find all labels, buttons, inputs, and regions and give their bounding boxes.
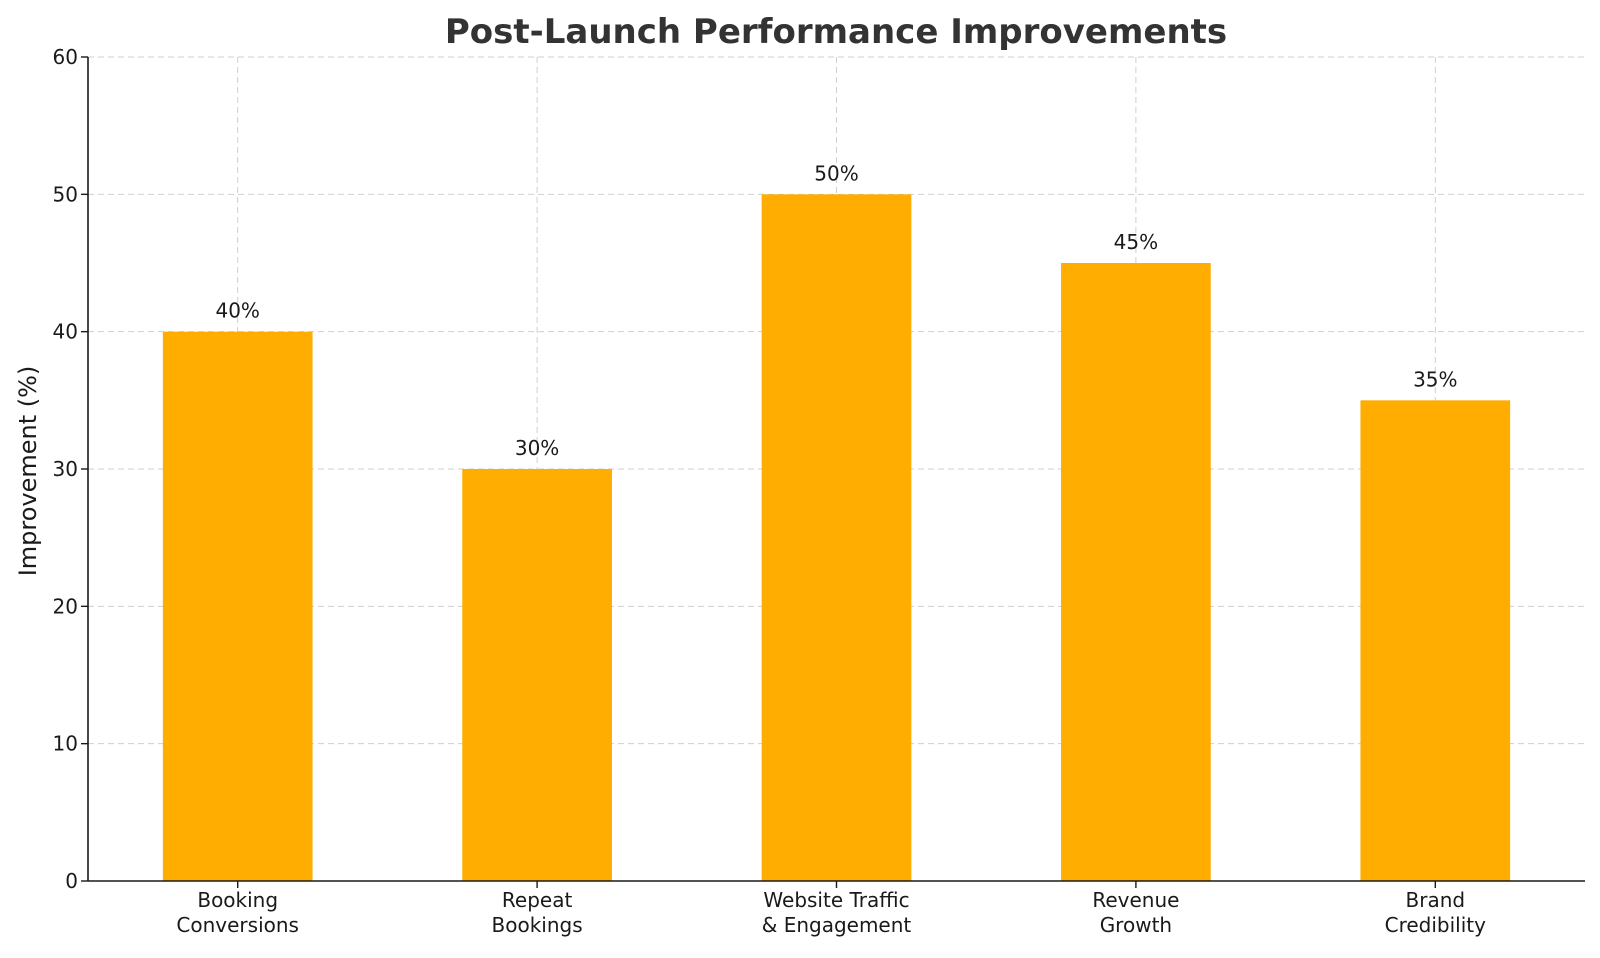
bar-value-label: 50%	[814, 161, 858, 185]
x-tick-label: & Engagement	[762, 913, 912, 937]
bar-value-label: 35%	[1413, 367, 1457, 391]
bar	[761, 194, 912, 882]
x-tick-label: Bookings	[492, 913, 583, 937]
y-tick-label: 30	[53, 457, 78, 481]
y-tick-label: 40	[53, 320, 78, 344]
y-tick-label: 20	[53, 594, 78, 618]
x-tick-label: Growth	[1100, 913, 1172, 937]
bar-value-label: 40%	[215, 299, 259, 323]
bar-value-label: 30%	[515, 436, 559, 460]
y-axis-label: Improvement (%)	[14, 366, 42, 577]
x-tick-label: Brand	[1406, 888, 1466, 912]
bar	[1061, 263, 1211, 881]
x-tick-label: Revenue	[1092, 888, 1179, 912]
bar	[1360, 400, 1511, 881]
y-tick-label: 60	[53, 45, 78, 69]
axes	[81, 56, 1585, 888]
x-tick-label: Conversions	[176, 913, 299, 937]
y-tick-label: 0	[65, 869, 78, 893]
chart-title: Post-Launch Performance Improvements	[445, 12, 1227, 52]
bars	[162, 194, 1511, 882]
x-tick-label: Website Traffic	[763, 888, 909, 912]
bar-value-label: 45%	[1114, 230, 1158, 254]
y-tick-label: 10	[53, 732, 78, 756]
x-tick-label: Booking	[197, 888, 278, 912]
x-tick-label: Repeat	[502, 888, 573, 912]
bar	[162, 331, 313, 882]
y-tick-label: 50	[53, 182, 78, 206]
x-tick-label: Credibility	[1385, 913, 1487, 937]
bar	[462, 469, 612, 881]
